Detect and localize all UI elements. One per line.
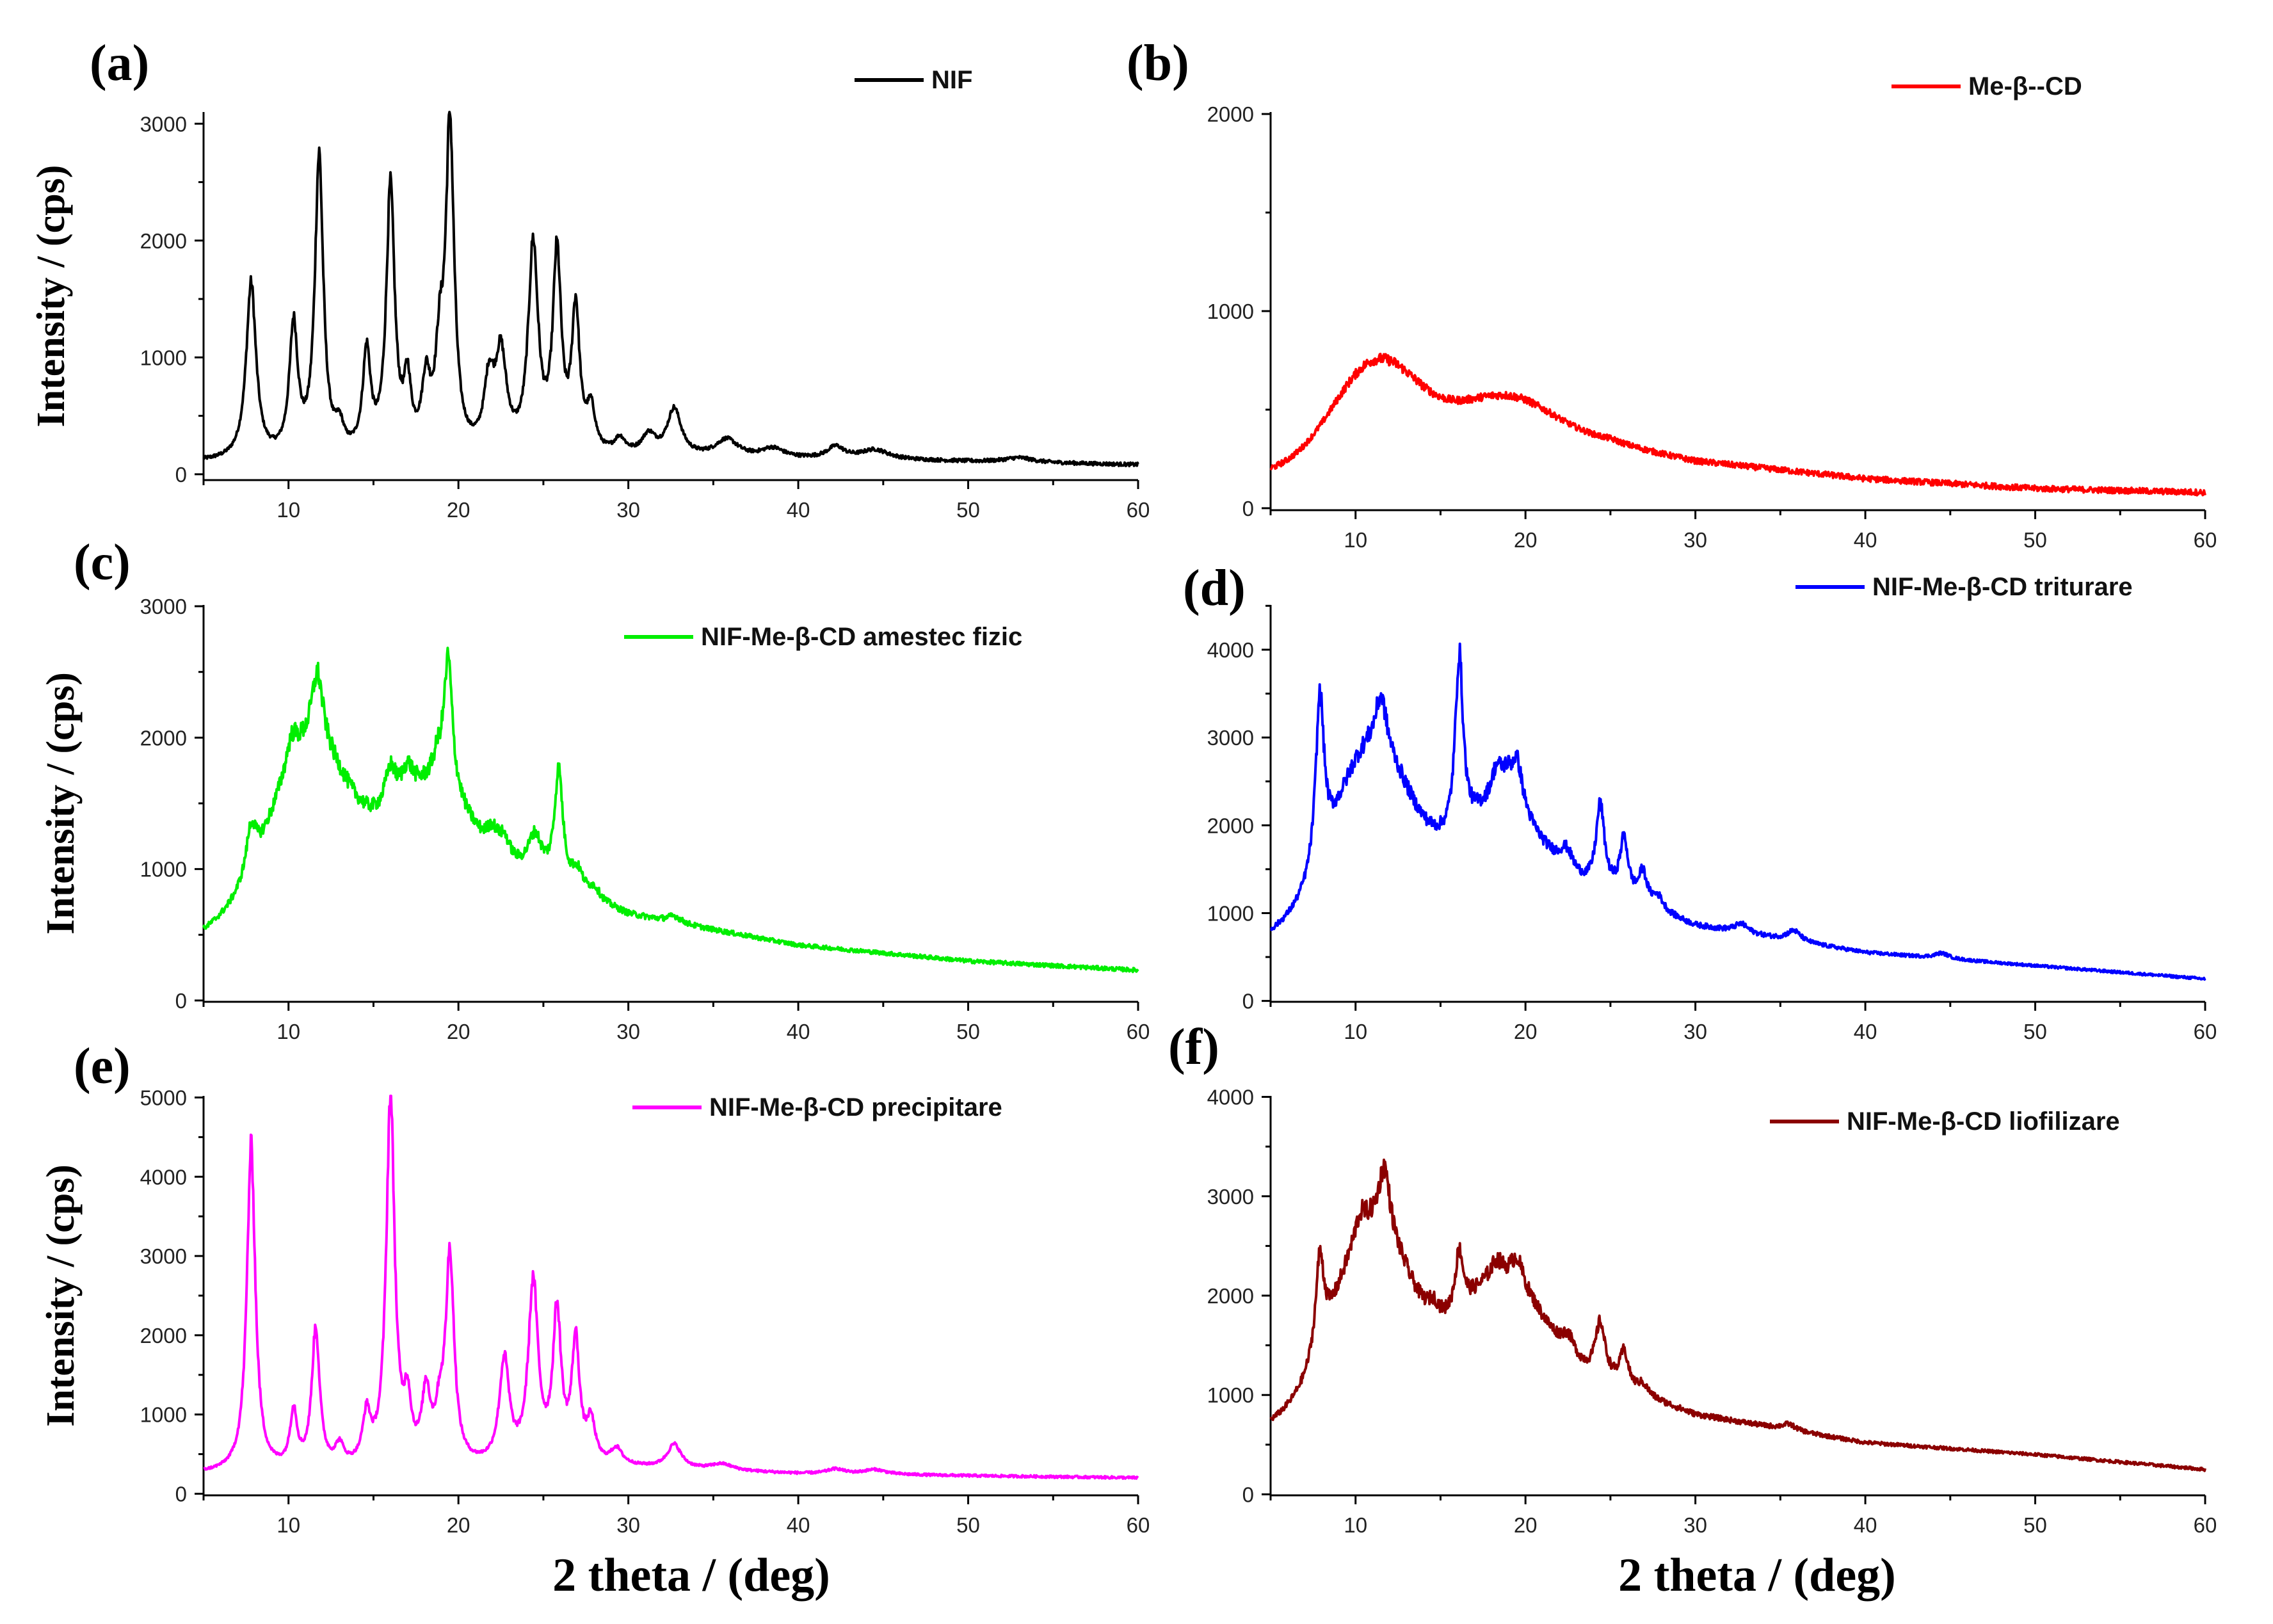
y-tick-label: 5000 [140, 1086, 187, 1109]
y-tick-label: 0 [175, 1483, 187, 1506]
y-tick-label: 3000 [140, 1244, 187, 1268]
y-axis-title: Intensity / (cps) [39, 1164, 83, 1427]
x-tick-label: 30 [1683, 1020, 1707, 1043]
legend-label: NIF-Me-β-CD amestec fizic [701, 623, 1022, 651]
x-tick-label: 10 [1344, 528, 1367, 552]
y-tick-label: 2000 [140, 1324, 187, 1347]
x-tick-label: 10 [277, 1020, 300, 1043]
y-tick-label: 1000 [1207, 1383, 1254, 1407]
x-tick-label: 60 [2194, 1020, 2217, 1043]
chart-panel-3: 10 20 30 40 50 60 0 1000 2000 3000 (c) NIF-Me-β-CD … [39, 535, 1150, 1043]
x-tick-label: 50 [956, 1513, 980, 1537]
x-tick-label: 30 [616, 1020, 640, 1043]
x-tick-label: 60 [2194, 1513, 2217, 1537]
x-tick-label: 50 [956, 1020, 980, 1043]
y-tick-label: 4000 [140, 1165, 187, 1189]
chart-panel-1: 10 20 30 40 50 60 0 1000 2000 3000 (a) NIF Intensity… [29, 35, 1150, 522]
y-tick-label: 3000 [140, 595, 187, 618]
y-tick-label: 0 [175, 463, 187, 486]
y-tick-label: 0 [1242, 497, 1254, 520]
y-tick-label: 1000 [1207, 300, 1254, 323]
y-tick-label: 0 [1242, 1483, 1254, 1506]
y-tick-label: 2000 [140, 726, 187, 750]
y-tick-label: 1000 [140, 1403, 187, 1427]
panel-label: (b) [1127, 35, 1189, 92]
chart-panel-2: 10 20 30 40 50 60 0 1000 2000 (b) Me-β--CD [1127, 35, 2217, 552]
x-tick-label: 40 [787, 1020, 810, 1043]
x-tick-label: 40 [1854, 1020, 1877, 1043]
panel-label: (c) [74, 535, 131, 591]
legend-label: Me-β--CD [1968, 72, 2082, 100]
panel-label: (a) [90, 35, 149, 92]
x-tick-label: 60 [1127, 498, 1150, 522]
x-tick-label: 10 [1344, 1513, 1367, 1537]
x-tick-label: 30 [1683, 528, 1707, 552]
x-tick-label: 30 [616, 1513, 640, 1537]
x-tick-label: 40 [1854, 528, 1877, 552]
y-tick-label: 4000 [1207, 1086, 1254, 1109]
x-tick-label: 60 [1127, 1513, 1150, 1537]
y-tick-label: 4000 [1207, 638, 1254, 662]
y-tick-label: 0 [175, 989, 187, 1013]
series-line [1269, 1158, 2206, 1472]
y-tick-label: 1000 [140, 346, 187, 369]
x-axis-title-left: 2 theta / (deg) [552, 1549, 830, 1602]
x-tick-label: 50 [2023, 1513, 2047, 1537]
legend-label: NIF [931, 66, 972, 94]
x-tick-label: 30 [1683, 1513, 1707, 1537]
y-tick-label: 0 [1242, 990, 1254, 1013]
y-tick-label: 3000 [1207, 726, 1254, 750]
panel-label: (d) [1183, 560, 1246, 616]
x-tick-label: 20 [447, 498, 470, 522]
y-tick-label: 1000 [140, 858, 187, 881]
chart-panel-4: 10 20 30 40 50 60 0 1000 2000 3000 4000 (d) NIF-Me-β… [1183, 560, 2217, 1043]
x-tick-label: 50 [2023, 528, 2047, 552]
x-tick-label: 20 [447, 1513, 470, 1537]
series-line [1269, 353, 2206, 497]
x-tick-label: 20 [1514, 1513, 1538, 1537]
legend-label: NIF-Me-β-CD precipitare [709, 1093, 1002, 1122]
panel-label: (e) [74, 1038, 131, 1095]
series-line [202, 647, 1139, 974]
y-tick-label: 2000 [1207, 1284, 1254, 1308]
x-tick-label: 40 [787, 498, 810, 522]
y-axis-title: Intensity / (cps) [39, 672, 83, 935]
x-tick-label: 30 [616, 498, 640, 522]
series-line [1269, 642, 2206, 981]
y-tick-label: 2000 [1207, 814, 1254, 837]
legend-label: NIF-Me-β-CD liofilizare [1847, 1107, 2120, 1136]
x-tick-label: 60 [1127, 1020, 1150, 1043]
x-tick-label: 60 [2194, 528, 2217, 552]
series-line [202, 111, 1139, 468]
panel-label: (f) [1168, 1019, 1219, 1075]
x-tick-label: 50 [2023, 1020, 2047, 1043]
x-tick-label: 10 [1344, 1020, 1367, 1043]
y-axis-title: Intensity / (cps) [29, 165, 73, 428]
legend-label: NIF-Me-β-CD triturare [1872, 573, 2133, 601]
y-tick-label: 3000 [1207, 1185, 1254, 1209]
x-tick-label: 10 [277, 1513, 300, 1537]
y-tick-label: 2000 [140, 229, 187, 253]
y-tick-label: 3000 [140, 112, 187, 136]
y-tick-label: 1000 [1207, 901, 1254, 925]
chart-panel-5: 10 20 30 40 50 60 0 1000 2000 3000 4000 5000 (e) NIF-… [39, 1038, 1150, 1537]
x-tick-label: 50 [956, 498, 980, 522]
x-tick-label: 20 [1514, 1020, 1538, 1043]
y-tick-label: 2000 [1207, 102, 1254, 126]
x-tick-label: 10 [277, 498, 300, 522]
series-line [202, 1095, 1139, 1480]
x-tick-label: 20 [1514, 528, 1538, 552]
x-axis-title-right: 2 theta / (deg) [1618, 1549, 1896, 1602]
chart-panel-6: 10 20 30 40 50 60 0 1000 2000 3000 4000 (f) NIF-Me-β… [1168, 1019, 2217, 1537]
x-tick-label: 20 [447, 1020, 470, 1043]
x-tick-label: 40 [787, 1513, 810, 1537]
x-tick-label: 40 [1854, 1513, 1877, 1537]
